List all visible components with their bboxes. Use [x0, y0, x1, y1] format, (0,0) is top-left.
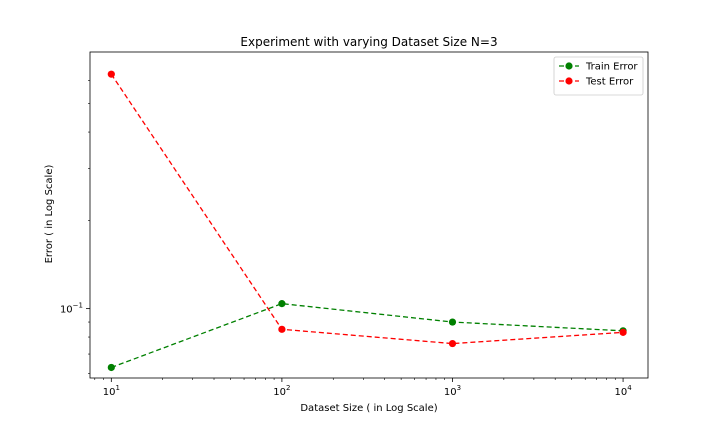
x-tick-label: 104 [614, 384, 632, 398]
legend-marker [565, 62, 573, 70]
axes-frame [89, 51, 649, 379]
x-tick-label: 102 [273, 384, 290, 398]
data-point [107, 70, 115, 78]
y-axis-label: Error ( in Log Scale) [44, 165, 55, 264]
x-tick-label: 103 [444, 384, 461, 398]
data-point [448, 339, 457, 348]
legend: Train Error Test Error [553, 56, 644, 96]
legend-label: Train Error [585, 62, 638, 73]
x-axis-label: Dataset Size ( in Log Scale) [300, 403, 437, 414]
data-point [278, 325, 286, 333]
legend-marker [565, 77, 573, 85]
plot-area: 101 102 103 104 10−1 [60, 51, 649, 398]
data-point [448, 318, 457, 326]
data-point [278, 300, 286, 308]
data-point [107, 363, 115, 372]
series-line [111, 302, 624, 369]
data-point [619, 328, 627, 336]
y-tick-label: 10−1 [60, 302, 83, 316]
chart-title: Experiment with varying Dataset Size N=3 [240, 35, 497, 49]
x-tick-label: 101 [103, 384, 120, 398]
series-line [110, 73, 624, 345]
legend-label: Test Error [585, 77, 634, 88]
